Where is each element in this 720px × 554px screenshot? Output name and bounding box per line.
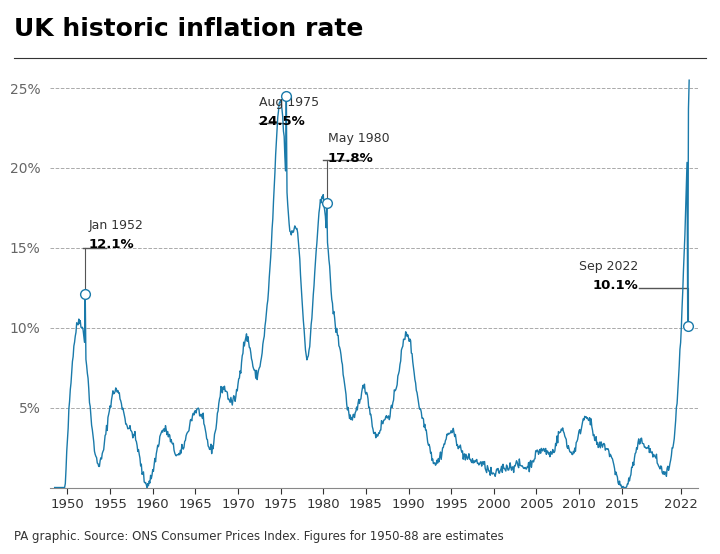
Text: UK historic inflation rate: UK historic inflation rate bbox=[14, 17, 364, 40]
Text: Aug 1975: Aug 1975 bbox=[259, 96, 320, 109]
Text: 17.8%: 17.8% bbox=[328, 151, 373, 165]
Text: Jan 1952: Jan 1952 bbox=[89, 219, 144, 232]
Text: 12.1%: 12.1% bbox=[89, 238, 135, 251]
Text: 24.5%: 24.5% bbox=[259, 115, 305, 128]
Text: 10.1%: 10.1% bbox=[593, 279, 639, 293]
Text: Sep 2022: Sep 2022 bbox=[580, 260, 639, 273]
Text: May 1980: May 1980 bbox=[328, 132, 389, 145]
Text: PA graphic. Source: ONS Consumer Prices Index. Figures for 1950-88 are estimates: PA graphic. Source: ONS Consumer Prices … bbox=[14, 530, 504, 543]
